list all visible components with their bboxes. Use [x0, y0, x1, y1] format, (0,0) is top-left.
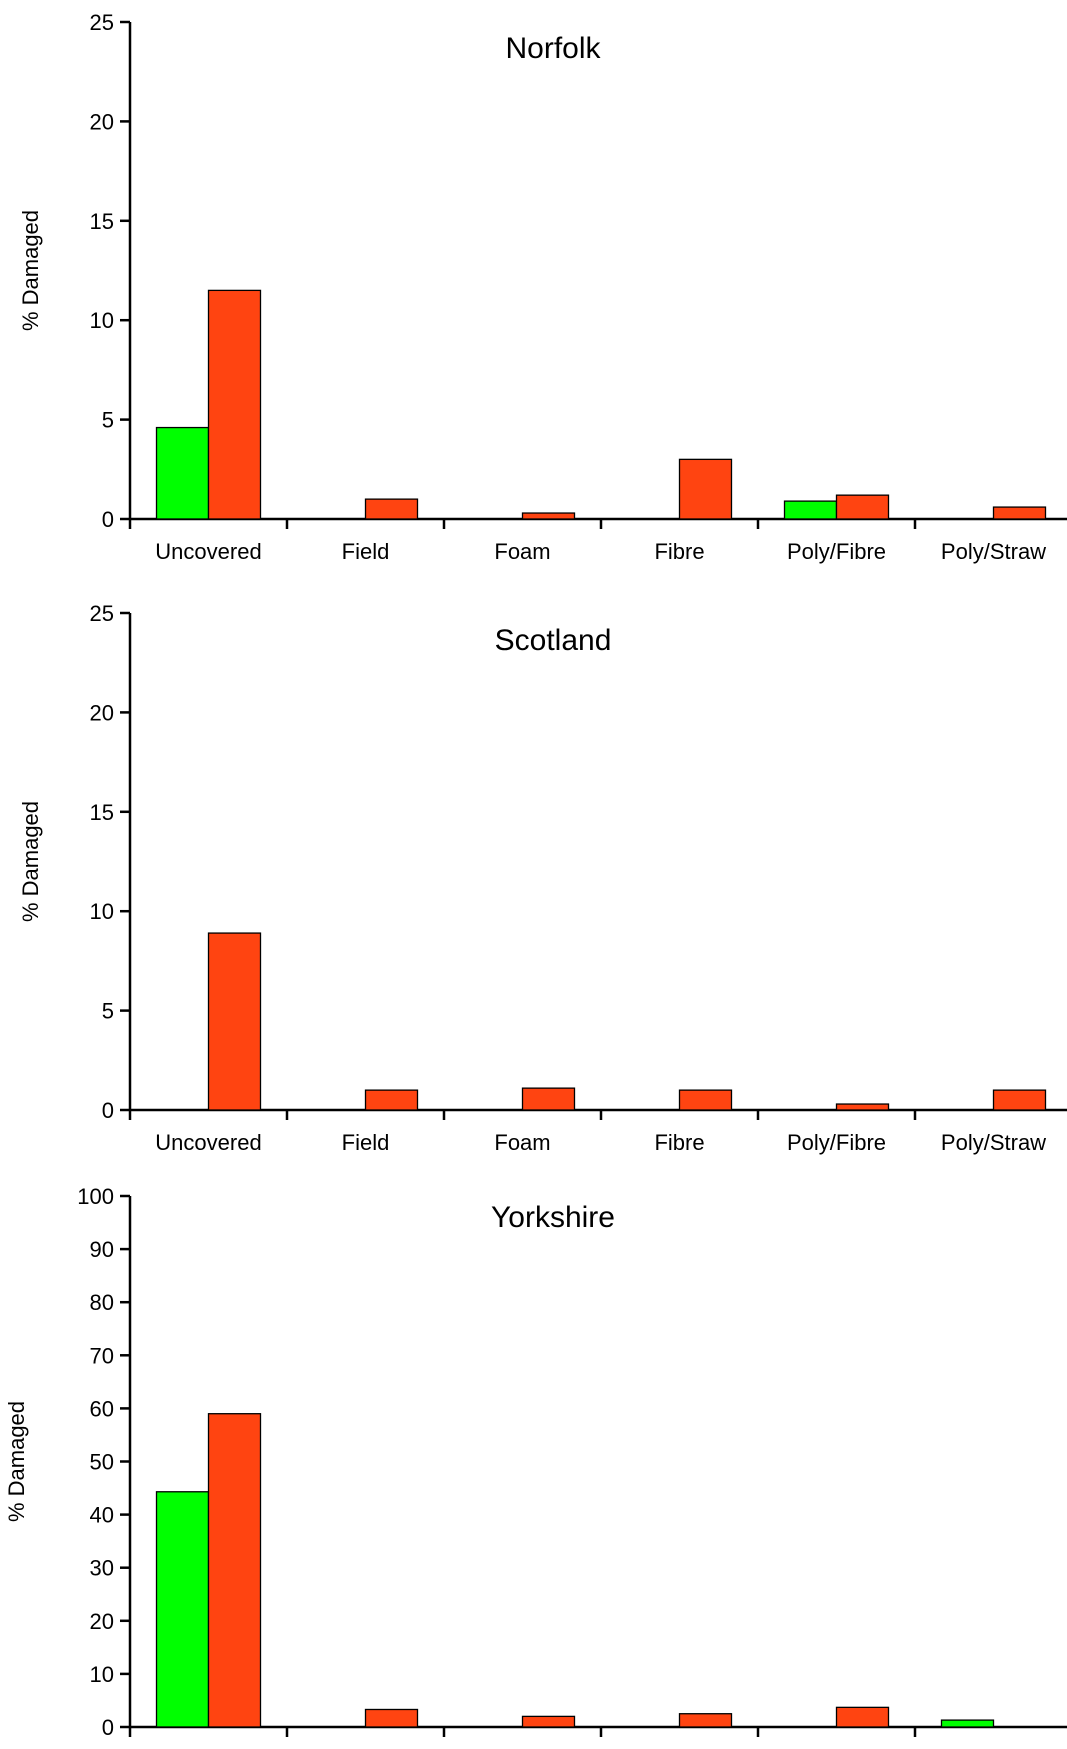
chart-panel-scotland: 0 5 10 15 20 25 Uncovered Field Foam Fibre Poly/Fi… — [18, 601, 1067, 1155]
bar-uncovered-s2 — [207, 1413, 262, 1728]
y-tick-label: 90 — [90, 1237, 114, 1262]
y-tick-label: 30 — [90, 1556, 114, 1581]
bar-field-s2 — [364, 1089, 419, 1111]
y-tick-label: 10 — [90, 899, 114, 924]
chart-title: Norfolk — [505, 32, 601, 65]
bar-uncovered-s1 — [155, 1491, 210, 1728]
bar-field-s2 — [364, 498, 419, 520]
bar-uncovered-s1 — [155, 426, 210, 520]
bar-poly-fibre-s2 — [835, 1103, 890, 1111]
x-category-label: Foam — [494, 539, 550, 564]
bar-poly-fibre-s2 — [835, 1706, 890, 1728]
x-category-label: Fibre — [654, 539, 704, 564]
bar-uncovered-s2 — [207, 932, 262, 1111]
y-tick-label: 80 — [90, 1290, 114, 1315]
y-tick-label: 20 — [90, 700, 114, 725]
y-tick-label: 15 — [90, 209, 114, 234]
chart-title: Yorkshire — [491, 1201, 615, 1234]
bar-fibre-s2 — [678, 458, 733, 520]
x-category-label: Poly/Straw — [941, 1130, 1046, 1155]
bar-foam-s2 — [521, 1087, 576, 1111]
y-tick-label: 5 — [102, 408, 114, 433]
chart-panel-norfolk: 0 5 10 15 20 25 Uncovered Field Foam Fibre Poly/Fi… — [18, 10, 1067, 564]
bar-foam-s2 — [521, 512, 576, 520]
y-tick-label: 20 — [90, 1609, 114, 1634]
bar-fibre-s2 — [678, 1713, 733, 1728]
y-tick-label: 15 — [90, 800, 114, 825]
y-tick-label: 25 — [90, 10, 114, 35]
x-category-label: Field — [342, 1130, 390, 1155]
bar-poly-straw-s2 — [992, 1089, 1047, 1111]
bar-poly-fibre-s2 — [835, 494, 890, 520]
x-category-label: Field — [342, 539, 390, 564]
y-tick-label: 50 — [90, 1450, 114, 1475]
y-tick-label: 100 — [77, 1184, 114, 1209]
y-tick-label: 25 — [90, 601, 114, 626]
y-tick-label: 0 — [102, 507, 114, 532]
bar-field-s2 — [364, 1708, 419, 1728]
y-tick-label: 10 — [90, 308, 114, 333]
y-tick-label: 60 — [90, 1396, 114, 1421]
bar-uncovered-s2 — [207, 289, 262, 520]
x-category-label: Poly/Fibre — [787, 1130, 886, 1155]
x-category-label: Uncovered — [155, 1130, 261, 1155]
y-tick-label: 0 — [102, 1715, 114, 1740]
x-category-label: Poly/Straw — [941, 539, 1046, 564]
bar-poly-straw-s1 — [940, 1719, 995, 1728]
y-tick-label: 20 — [90, 109, 114, 134]
bar-fibre-s2 — [678, 1089, 733, 1111]
y-tick-label: 40 — [90, 1503, 114, 1528]
y-tick-label: 0 — [102, 1098, 114, 1123]
y-tick-label: 5 — [102, 999, 114, 1024]
bar-foam-s2 — [521, 1715, 576, 1728]
y-axis-title: % Damaged — [18, 210, 43, 331]
x-category-label: Poly/Fibre — [787, 539, 886, 564]
x-category-label: Foam — [494, 1130, 550, 1155]
bar-poly-straw-s2 — [992, 506, 1047, 520]
x-category-label: Uncovered — [155, 539, 261, 564]
x-category-label: Fibre — [654, 1130, 704, 1155]
y-tick-label: 70 — [90, 1343, 114, 1368]
chart-panel-yorkshire: 0102030405060708090100UncoveredFieldFoam… — [4, 1184, 1067, 1749]
chart-title: Scotland — [495, 624, 612, 657]
bar-poly-fibre-s1 — [783, 500, 838, 520]
y-axis-title: % Damaged — [18, 801, 43, 922]
y-tick-label: 10 — [90, 1662, 114, 1687]
y-axis-title: % Damaged — [4, 1401, 29, 1522]
